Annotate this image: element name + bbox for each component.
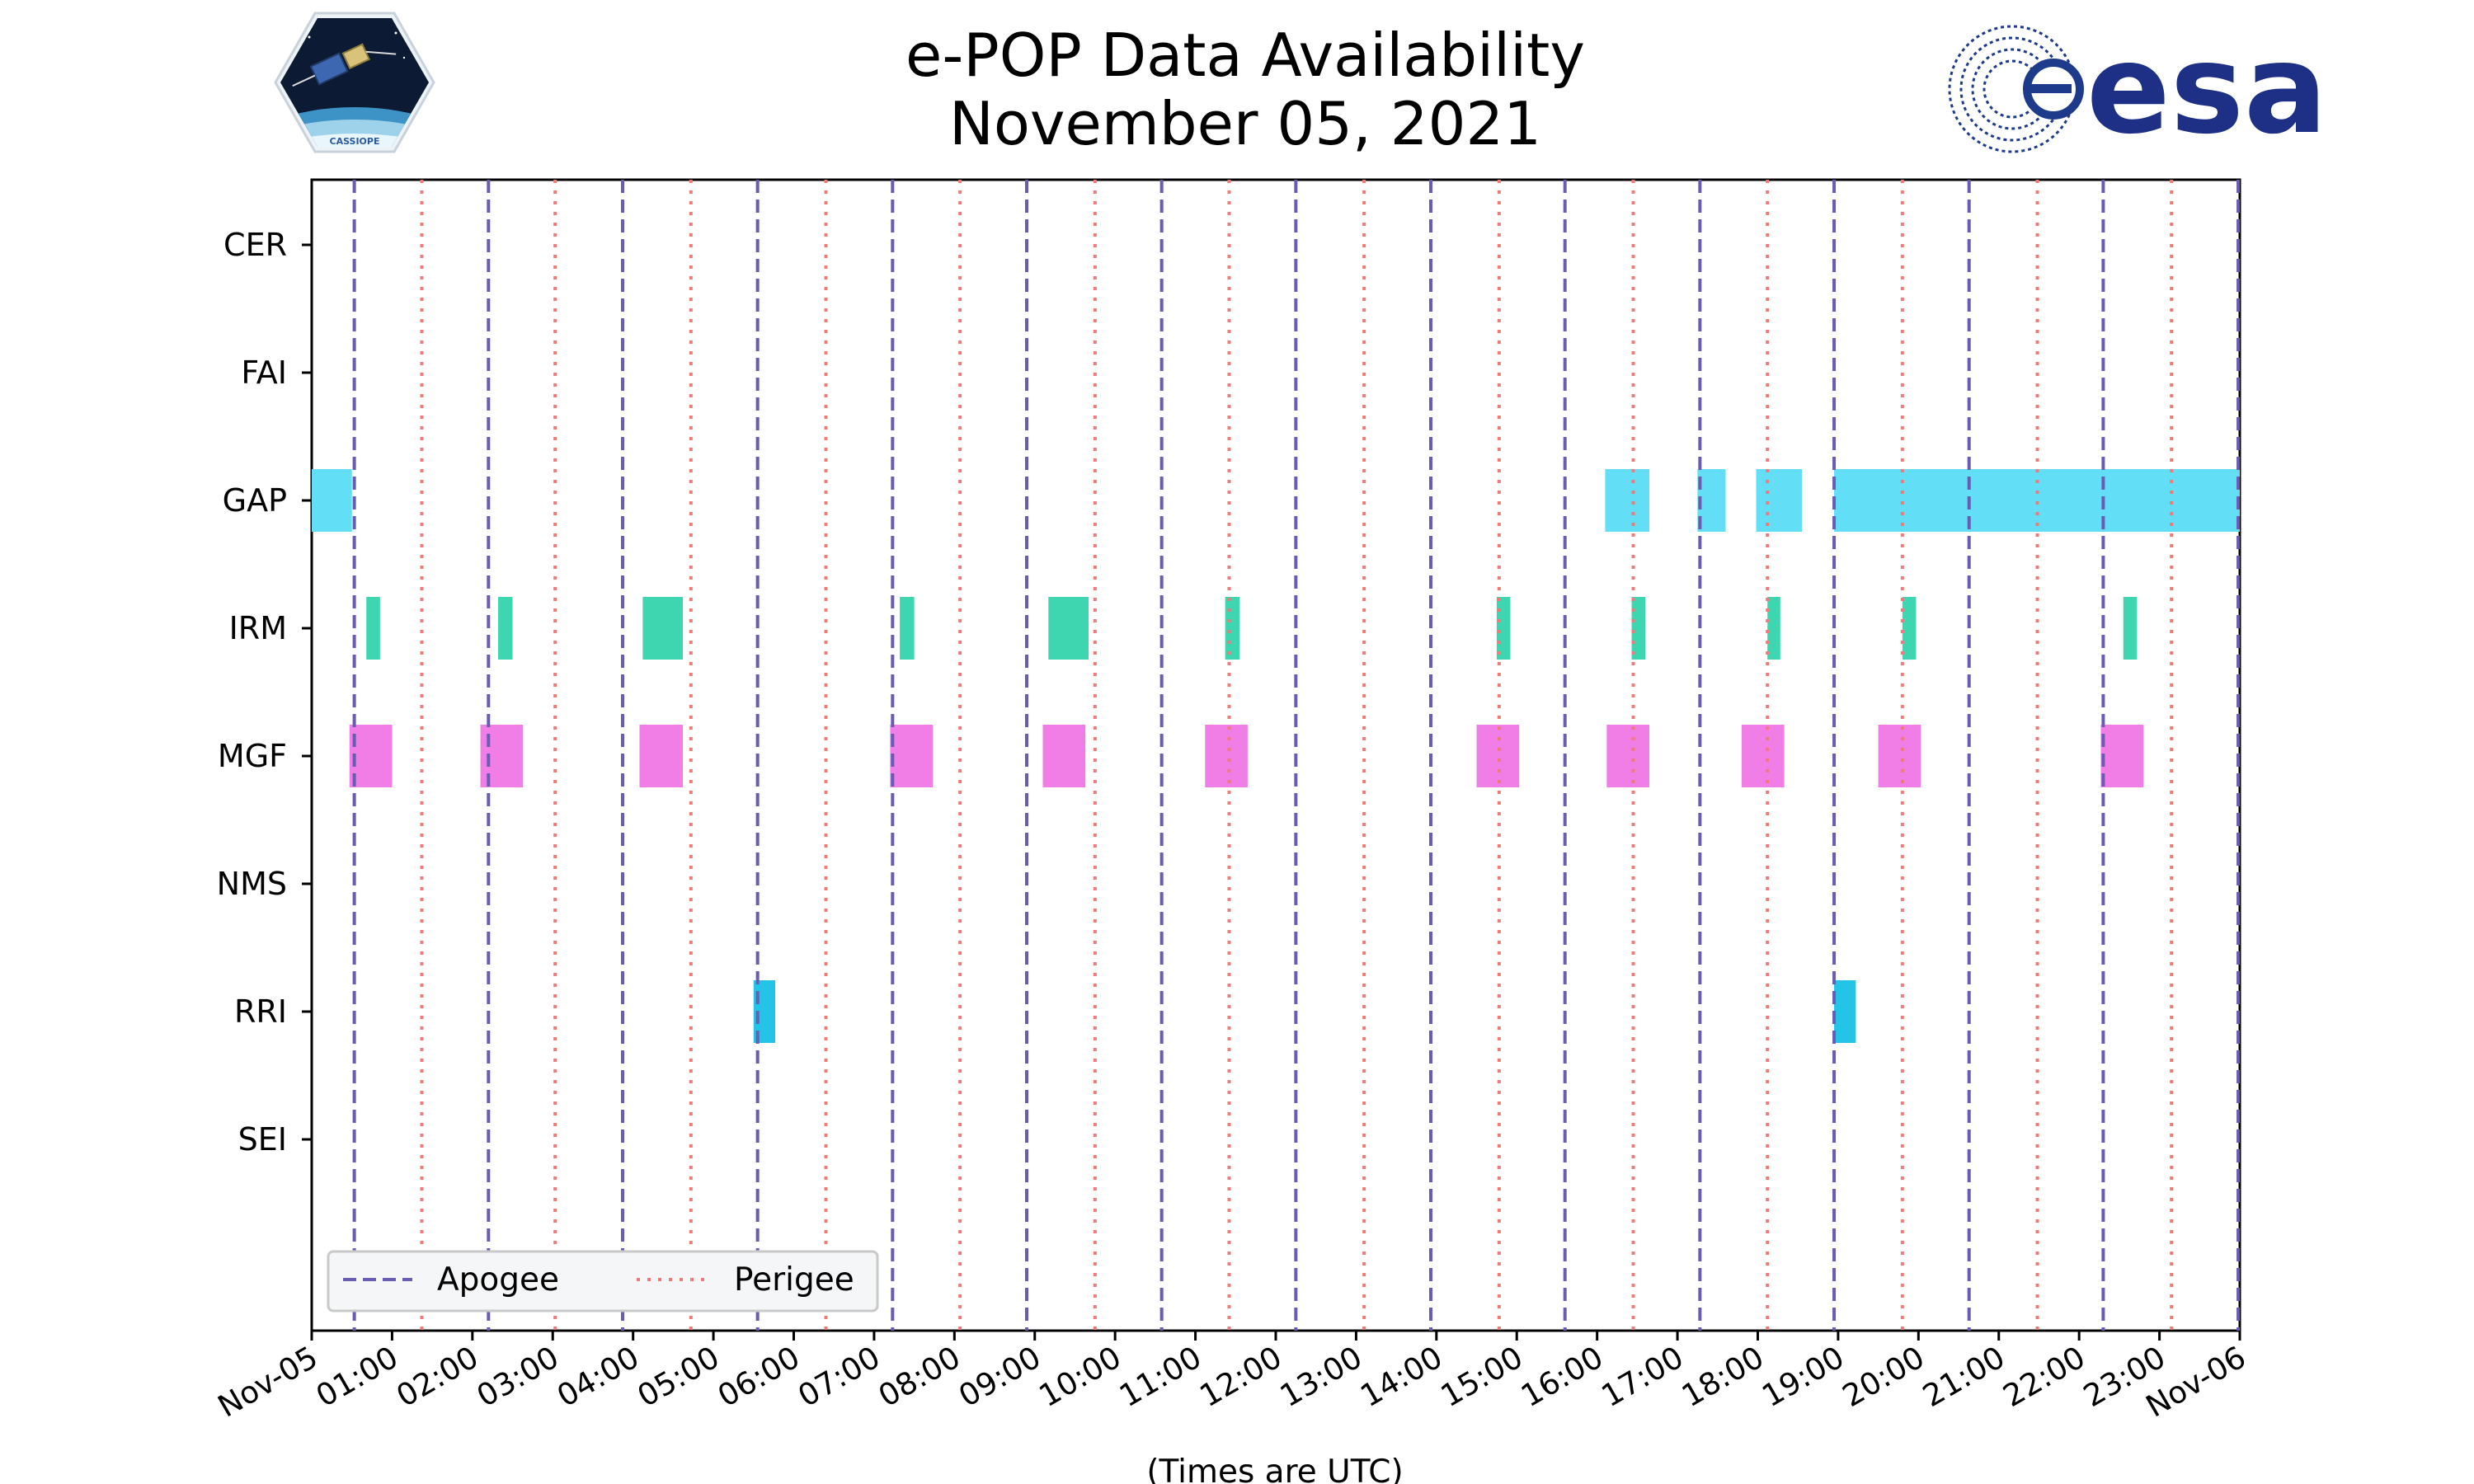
bar-irm xyxy=(498,597,513,660)
bar-gap xyxy=(1834,469,2240,532)
x-tick-label: 03:00 xyxy=(471,1340,565,1415)
bar-mgf xyxy=(349,725,393,787)
bar-mgf xyxy=(1878,725,1921,787)
x-tick-label: 15:00 xyxy=(1435,1340,1529,1415)
chart-title: e-POP Data Availability xyxy=(905,21,1585,90)
cassiope-logo-text: CASSIOPE xyxy=(330,136,380,147)
x-tick-label: 05:00 xyxy=(632,1340,726,1415)
bar-mgf xyxy=(1042,725,1086,787)
bar-irm xyxy=(900,597,915,660)
bar-irm xyxy=(1631,597,1646,660)
x-tick-label: 22:00 xyxy=(1997,1340,2091,1415)
y-tick-label: GAP xyxy=(223,482,287,519)
bar-gap xyxy=(1756,469,1803,532)
x-tick-label: 06:00 xyxy=(712,1340,806,1415)
x-axis-label: (Times are UTC) xyxy=(1146,1453,1403,1484)
legend-box xyxy=(327,1250,879,1313)
bar-irm xyxy=(642,597,684,660)
bar-gap xyxy=(1605,469,1649,532)
y-tick-label: MGF xyxy=(218,738,287,774)
x-tick-label: 19:00 xyxy=(1757,1340,1851,1415)
x-tick-label: 07:00 xyxy=(793,1340,887,1415)
bar-irm xyxy=(366,597,380,660)
x-tick-label: 02:00 xyxy=(390,1340,484,1415)
legend: Apogee Perigee xyxy=(327,1250,879,1313)
bar-mgf xyxy=(890,725,934,787)
x-tick-label: 09:00 xyxy=(952,1340,1047,1415)
bar-gap xyxy=(312,469,352,532)
x-tick-label: 11:00 xyxy=(1113,1340,1207,1415)
y-tick-label: IRM xyxy=(229,610,287,646)
plot-frame xyxy=(310,178,2241,1332)
x-tick-label: 01:00 xyxy=(310,1340,404,1415)
x-tick-label: 21:00 xyxy=(1917,1340,2011,1415)
x-tick-label: 18:00 xyxy=(1676,1340,1770,1415)
x-tick-label: 08:00 xyxy=(872,1340,967,1415)
bars-layer xyxy=(312,469,2240,1043)
bar-mgf xyxy=(1606,725,1649,787)
legend-perigee-label: Perigee xyxy=(734,1261,854,1298)
bar-irm xyxy=(1496,597,1511,660)
y-axis: CER FAI GAP IRM MGF NMS RRI SEI xyxy=(217,227,312,1158)
bar-irm xyxy=(1048,597,1089,660)
x-tick-label: 20:00 xyxy=(1837,1340,1931,1415)
x-tick-label: Nov-05 xyxy=(212,1340,324,1425)
x-tick-label: 12:00 xyxy=(1194,1340,1288,1415)
y-tick-label: FAI xyxy=(241,355,287,391)
bar-irm xyxy=(2123,597,2138,660)
bar-irm xyxy=(1225,597,1240,660)
x-axis: Nov-0501:0002:0003:0004:0005:0006:0007:0… xyxy=(212,1331,2252,1425)
legend-apogee-label: Apogee xyxy=(437,1261,559,1298)
x-tick-label: 10:00 xyxy=(1033,1340,1127,1415)
y-tick-label: NMS xyxy=(217,866,287,902)
bar-irm xyxy=(1767,597,1780,660)
bar-mgf xyxy=(2100,725,2144,787)
x-tick-label: 17:00 xyxy=(1596,1340,1690,1415)
bar-mgf xyxy=(1476,725,1520,787)
orbit-lines-layer xyxy=(352,180,2241,1331)
chart-subtitle: November 05, 2021 xyxy=(949,89,1541,158)
y-tick-label: RRI xyxy=(234,993,287,1030)
bar-mgf xyxy=(1742,725,1785,787)
x-tick-label: 14:00 xyxy=(1354,1340,1448,1415)
x-tick-label: 16:00 xyxy=(1515,1340,1609,1415)
x-tick-label: 04:00 xyxy=(551,1340,645,1415)
bar-mgf xyxy=(639,725,684,787)
y-tick-label: CER xyxy=(223,227,287,263)
bar-mgf xyxy=(1205,725,1248,787)
esa-logo-text: esa xyxy=(2086,18,2327,162)
x-tick-label: 13:00 xyxy=(1274,1340,1368,1415)
bar-rri xyxy=(1834,980,1856,1043)
esa-logo: esa xyxy=(1948,18,2327,162)
bar-gap xyxy=(1697,469,1726,532)
esa-logo-emblem xyxy=(1948,25,2084,153)
y-tick-label: SEI xyxy=(238,1121,287,1158)
bar-irm xyxy=(1902,597,1917,660)
